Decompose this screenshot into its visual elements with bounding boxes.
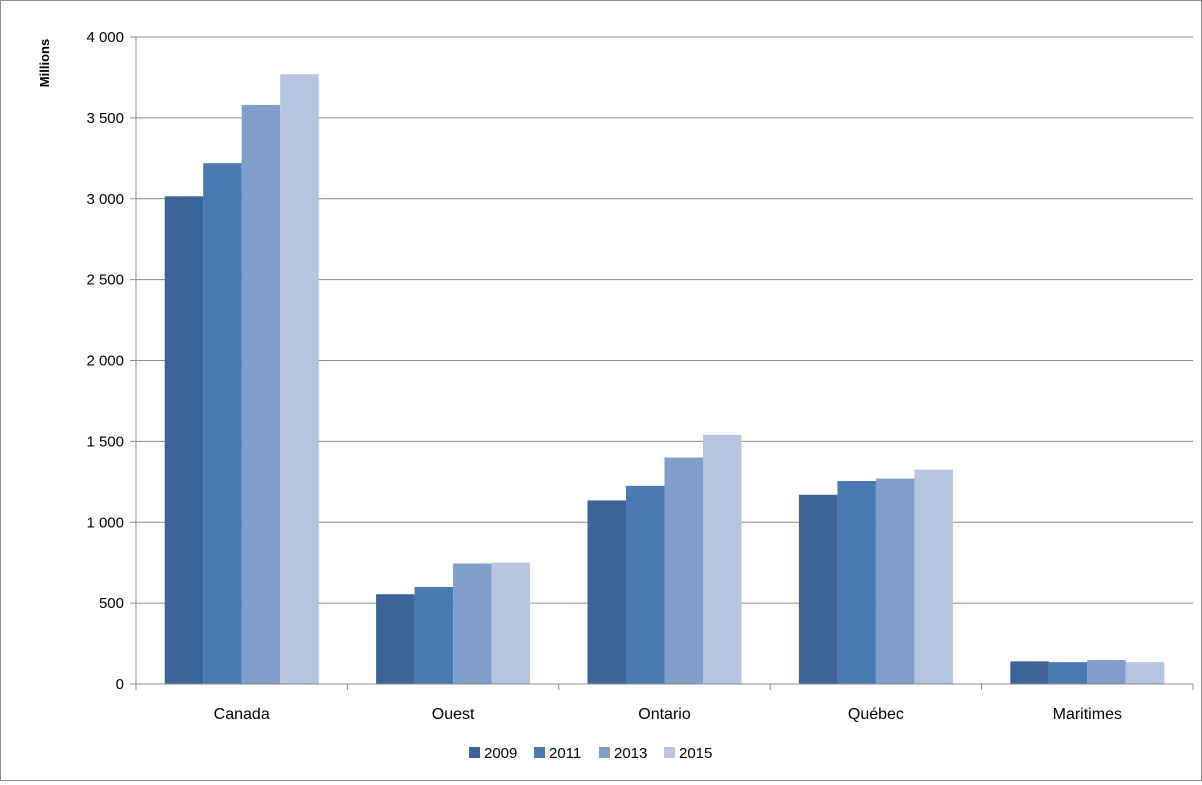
bar-2013-maritimes xyxy=(1087,660,1126,684)
bar-2015-canada xyxy=(280,74,319,684)
x-tick-label: Maritimes xyxy=(1053,706,1122,723)
x-tick-label: Canada xyxy=(214,706,270,723)
bar-2013-ontario xyxy=(664,457,703,684)
bar-2013-québec xyxy=(875,478,915,684)
axes xyxy=(130,36,1194,690)
y-tick-label: 0 xyxy=(116,676,124,693)
bar-2015-ontario xyxy=(703,434,742,684)
legend-swatch-2015 xyxy=(664,747,675,758)
bar-2011-canada xyxy=(203,163,242,685)
y-tick-label: 3 000 xyxy=(86,191,124,208)
bar-2009-canada xyxy=(164,196,204,685)
x-tick-label: Ouest xyxy=(432,706,475,723)
bar-2009-ouest xyxy=(376,594,415,684)
bar-2009-ontario xyxy=(587,500,626,684)
bar-2009-québec xyxy=(798,494,838,684)
bar-2015-québec xyxy=(914,469,953,684)
legend-label-2011: 2011 xyxy=(549,745,581,762)
legend-label-2013: 2013 xyxy=(614,745,647,762)
bar-2015-maritimes xyxy=(1125,662,1165,684)
bar-2013-ouest xyxy=(453,563,492,684)
y-tick-labels: 0 500 1 000 1 500 2 000 2 500 3 000 3 500 4 000 xyxy=(86,29,124,693)
legend-swatch-2011 xyxy=(534,747,545,758)
y-tick-label: 2 000 xyxy=(86,353,124,370)
bar-2011-québec xyxy=(837,481,876,684)
y-tick-label: 2 500 xyxy=(86,272,124,289)
x-tick-label: Ontario xyxy=(638,706,691,723)
y-axis-label: Millions xyxy=(37,39,52,87)
x-tick-label: Québec xyxy=(848,706,904,723)
y-tick-label: 3 500 xyxy=(86,110,124,127)
legend-label-2009: 2009 xyxy=(484,745,517,762)
y-tick-label: 1 500 xyxy=(86,433,124,450)
bar-2011-maritimes xyxy=(1048,662,1088,684)
bar-2013-canada xyxy=(241,104,281,684)
legend-swatch-2009 xyxy=(469,747,480,758)
bar-2009-maritimes xyxy=(1010,661,1049,684)
y-tick-label: 1 000 xyxy=(86,514,124,531)
x-tick-labels: Canada Ouest Ontario Québec Maritimes xyxy=(214,706,1122,723)
legend-label-2015: 2015 xyxy=(679,745,712,762)
bar-2011-ontario xyxy=(626,485,665,684)
legend: 2009 2011 2013 2015 xyxy=(469,745,712,762)
legend-swatch-2013 xyxy=(599,747,610,758)
bars xyxy=(164,74,1165,685)
bar-2011-ouest xyxy=(414,586,454,684)
bar-2015-ouest xyxy=(491,562,531,684)
y-tick-label: 500 xyxy=(99,595,124,612)
y-tick-label: 4 000 xyxy=(86,29,124,46)
